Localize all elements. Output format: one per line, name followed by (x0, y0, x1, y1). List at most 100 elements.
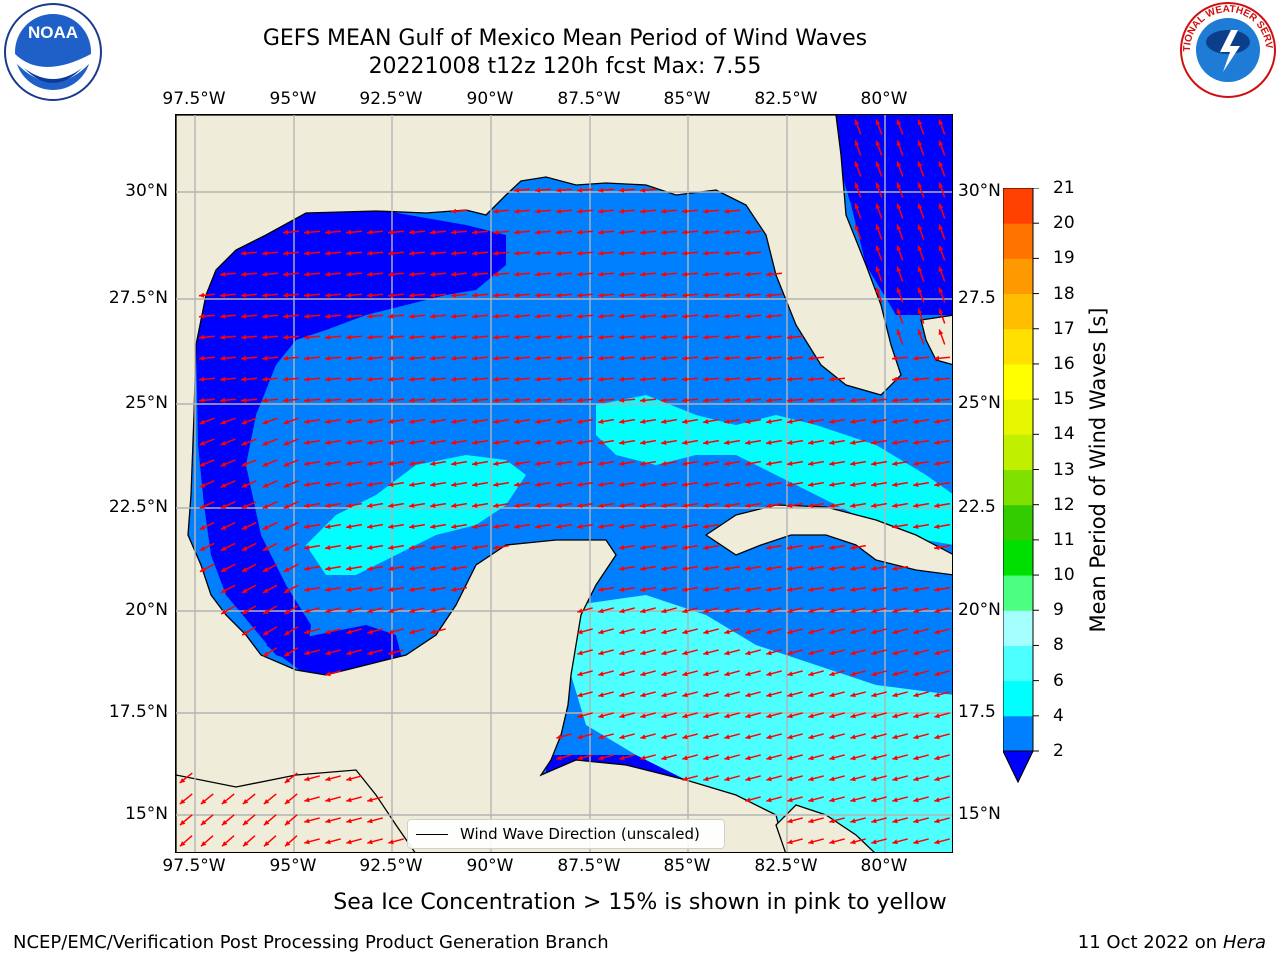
wind-wave-arrowhead (262, 419, 269, 425)
wind-wave-arrowhead (850, 629, 856, 635)
wind-wave-arrowhead (619, 482, 625, 487)
wind-wave-arrowhead (787, 776, 793, 782)
wind-wave-arrowhead (346, 461, 352, 466)
wind-wave-vectors (179, 119, 951, 847)
wind-wave-arrowhead (409, 482, 415, 487)
wind-wave-arrowhead (850, 482, 856, 487)
wind-wave-arrowhead (535, 208, 541, 214)
wind-wave-arrowhead (283, 461, 290, 467)
wind-wave-arrowhead (619, 734, 625, 740)
lat-label-right: 30°N (958, 181, 1001, 201)
wind-wave-arrowhead (283, 419, 290, 425)
wind-wave-arrowhead (703, 313, 709, 319)
wind-wave-arrowhead (724, 692, 730, 698)
wind-wave-arrowhead (661, 482, 667, 487)
wind-wave-arrowhead (200, 798, 207, 805)
wind-wave-arrowhead (724, 503, 730, 508)
lon-label-top: 80°W (860, 89, 908, 109)
wind-wave-arrowhead (913, 776, 919, 782)
wind-wave-arrowhead (367, 608, 373, 614)
chart-title: GEFS MEAN Gulf of Mexico Mean Period of … (262, 26, 868, 51)
wind-wave-arrowhead (787, 608, 793, 614)
wind-wave-arrowhead (766, 734, 772, 740)
wind-wave-arrowhead (367, 461, 373, 466)
wind-wave-arrowhead (938, 287, 944, 294)
wind-wave-arrowhead (388, 461, 394, 466)
wind-wave-arrowhead (598, 587, 604, 592)
wind-wave-arrowhead (871, 734, 877, 740)
wind-wave-arrowhead (724, 376, 730, 382)
wind-wave-arrowhead (598, 397, 604, 403)
wind-wave-arrowhead (556, 397, 562, 403)
wind-wave-arrowhead (745, 482, 751, 487)
wind-wave-arrowhead (934, 461, 940, 466)
wind-wave-arrowhead (787, 587, 793, 592)
wind-wave-arrowhead (262, 313, 268, 319)
wind-wave-arrowhead (640, 629, 646, 635)
wind-wave-arrowhead (451, 397, 457, 403)
wind-wave-arrowhead (896, 245, 902, 252)
wind-wave-arrowhead (283, 525, 290, 530)
wind-wave-arrowhead (199, 546, 206, 551)
wind-wave-arrowhead (262, 503, 269, 509)
wind-wave-arrowhead (346, 229, 352, 235)
wind-wave-arrowhead (871, 650, 877, 656)
wind-wave-arrowhead (892, 629, 898, 635)
footer-host: Hera (1222, 932, 1266, 953)
wind-wave-arrowhead (787, 482, 793, 487)
wind-wave-arrowhead (262, 440, 269, 446)
wind-wave-arrowhead (598, 229, 604, 235)
wind-wave-arrowhead (346, 608, 352, 614)
wind-wave-arrowhead (535, 376, 541, 382)
wind-wave-arrowhead (472, 482, 478, 487)
wind-wave-arrowhead (703, 419, 709, 424)
wind-wave-arrowhead (451, 208, 457, 214)
wind-wave-arrowhead (913, 692, 919, 698)
wind-wave-arrowhead (745, 334, 751, 340)
wind-wave-arrowhead (451, 292, 457, 298)
wind-wave-arrowhead (598, 376, 604, 382)
map-panel: Wind Wave Direction (unscaled) (175, 114, 953, 853)
wind-wave-arrowhead (304, 524, 310, 529)
wind-wave-arrowhead (682, 629, 688, 635)
wind-wave-arrowhead (703, 250, 709, 256)
wind-wave-arrowhead (745, 440, 751, 445)
lat-label-right: 15°N (958, 804, 1001, 824)
wind-wave-arrowhead (934, 545, 940, 550)
wind-wave-arrowhead (913, 608, 919, 614)
wind-wave-arrowhead (934, 587, 940, 592)
wind-wave-arrowhead (682, 229, 688, 235)
wind-wave-arrowhead (388, 650, 394, 656)
wind-wave-arrowhead (451, 587, 457, 592)
wind-wave-arrowhead (514, 292, 520, 298)
wind-wave-arrowhead (766, 440, 772, 445)
wind-wave-arrowhead (640, 229, 646, 235)
wind-wave-arrowhead (221, 798, 228, 805)
wind-wave-arrowhead (325, 776, 331, 782)
wind-wave-arrowhead (661, 524, 667, 529)
colorbar-tick-label: 13 (1053, 459, 1075, 480)
wind-wave-arrowhead (430, 482, 436, 487)
lon-label-bottom: 92.5°W (359, 856, 423, 876)
wind-wave-arrowhead (367, 503, 373, 508)
wind-wave-arrowhead (619, 650, 625, 656)
wind-wave-arrowhead (284, 609, 290, 614)
wind-wave-arrowhead (871, 482, 877, 487)
wind-wave-arrowhead (917, 161, 923, 168)
wind-wave-arrowhead (493, 545, 499, 550)
wind-wave-arrowhead (913, 755, 919, 761)
colorbar-tick-label: 6 (1053, 670, 1064, 691)
wind-wave-arrowhead (808, 503, 814, 508)
wind-wave-arrowhead (787, 461, 793, 466)
wind-wave-arrowhead (850, 461, 856, 466)
wind-wave-arrowhead (619, 250, 625, 256)
wind-wave-arrowhead (787, 839, 793, 845)
landmass-bahamas (920, 314, 952, 366)
wind-wave-arrowhead (661, 229, 667, 235)
wind-wave-arrowhead (682, 650, 688, 656)
wind-wave-arrowhead (682, 461, 688, 466)
wind-wave-arrowhead (808, 482, 814, 487)
wind-wave-arrowhead (661, 208, 667, 214)
wind-wave-arrowhead (913, 419, 919, 424)
wind-wave-arrowhead (892, 503, 898, 508)
